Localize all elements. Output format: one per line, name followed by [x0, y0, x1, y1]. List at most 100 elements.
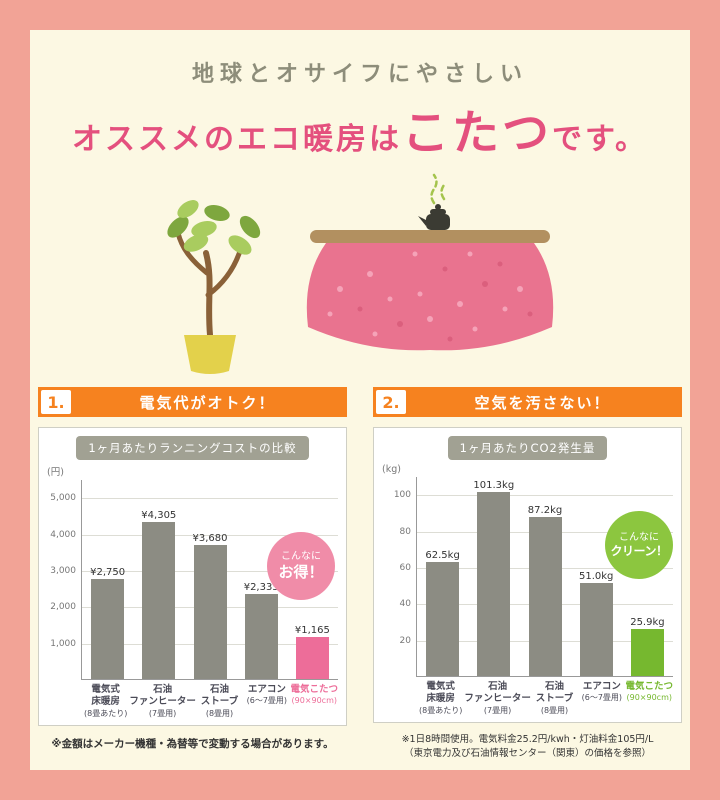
co2-footnote: ※1日8時間使用。電気料金25.2円/kwh・灯油料金105円/L （東京電力及… — [373, 733, 682, 762]
tick-label: 20 — [399, 635, 411, 646]
co2-axis-ticks: 20 40 60 80 100 — [382, 477, 416, 677]
category-note: (8畳用) — [540, 705, 569, 715]
title-line1: 地球とオサイフにやさしい — [191, 62, 528, 87]
gridline — [82, 498, 338, 500]
category-label: 電気こたつ (90×90cm) — [625, 681, 674, 703]
clean-badge-line1: こんなに — [619, 531, 659, 543]
kotatsu-icon — [306, 173, 554, 351]
co2-category-labels: 電気式 床暖房 (8畳あたり) 石油 ファンヒーター (7畳用) 石油 ストーブ (8畳用) エア… — [417, 681, 673, 716]
title-line2-prefix: オススメのエコ暖房は — [72, 122, 402, 157]
savings-badge-line1: こんなに — [281, 551, 321, 562]
bar — [295, 636, 329, 679]
clean-badge-line2: クリーン！ — [610, 543, 668, 558]
teapot-icon — [418, 204, 450, 230]
gridline — [417, 495, 673, 497]
category-note: (6〜7畳用) — [581, 693, 623, 703]
content-panel: 地球とオサイフにやさしい オススメのエコ暖房はこたつです。 — [30, 30, 690, 770]
category-label: 電気こたつ (90×90cm) — [290, 684, 339, 706]
tick-label: 100 — [393, 490, 411, 501]
bar-value-label: ¥2,335 — [243, 582, 279, 594]
category-note: (6〜7畳用) — [246, 696, 288, 706]
category-label: 石油 ファンヒーター (7畳用) — [129, 684, 196, 718]
co2-chart-title: 1ヶ月あたりCO2発生量 — [447, 436, 608, 460]
bar — [193, 545, 227, 679]
bar — [579, 583, 613, 676]
section-2-number: 2. — [376, 390, 406, 414]
bar-slot: ¥4,305 — [133, 480, 184, 679]
bar-value-label: 101.3kg — [473, 479, 515, 491]
bar — [528, 517, 562, 676]
bar-value-label: ¥2,750 — [90, 567, 126, 578]
category-label: 石油 ストーブ (8畳用) — [196, 684, 243, 719]
tick-label: 1,000 — [50, 638, 76, 649]
cost-axis-ticks: 1,000 2,000 3,000 4,000 5,000 — [47, 480, 81, 680]
bar-value-label: 87.2kg — [527, 505, 563, 517]
title-line2: オススメのエコ暖房はこたつです。 — [30, 94, 690, 163]
section-1-heading: 電気代がオトク！ — [139, 393, 276, 412]
bar-slot: 101.3kg — [468, 477, 519, 676]
section-1-number: 1. — [41, 390, 71, 414]
title-line2-highlight: こたつ — [402, 106, 552, 161]
co2-footnote-line1: ※1日8時間使用。電気料金25.2円/kwh・灯油料金105円/L — [401, 734, 654, 746]
kotatsu-illustration — [167, 173, 554, 374]
bar-slot: 25.9kg — [622, 477, 673, 676]
bar-slot: 51.0kg — [571, 477, 622, 676]
comparison-columns: 1. 電気代がオトク！ 1ヶ月あたりランニングコストの比較 (円) 1,000 2… — [30, 387, 690, 762]
bar-value-label: ¥4,305 — [141, 510, 177, 522]
bar — [142, 522, 176, 679]
section-2-heading: 空気を汚さない！ — [474, 393, 611, 412]
tick-label: 40 — [399, 599, 411, 610]
category-note: (8畳あたり) — [83, 708, 128, 718]
gridline — [82, 534, 338, 536]
savings-badge: こんなに お得！ — [267, 532, 335, 600]
blanket-speckles-dark — [357, 261, 533, 342]
co2-axis-unit: (kg) — [382, 464, 401, 475]
cost-chart-title: 1ヶ月あたりランニングコストの比較 — [76, 436, 309, 460]
tick-label: 5,000 — [50, 493, 76, 504]
bar-value-label: ¥1,165 — [294, 624, 330, 636]
bar-slot: 62.5kg — [417, 477, 468, 676]
plot-area: こんなに クリーン！ 62.5kg 101.3kg 87.2kg 51.0kg 25.9… — [416, 477, 673, 677]
section-2-header: 2. 空気を汚さない！ — [373, 387, 682, 417]
category-note: (8畳あたり) — [418, 705, 463, 715]
bar — [91, 579, 125, 679]
category-note: (7畳用) — [483, 705, 512, 715]
co2-plot-wrap: 20 40 60 80 100 こんなに クリーン！ 62.5kg 101.3kg 87.2… — [382, 477, 673, 677]
bar — [244, 594, 278, 679]
category-note: (8畳用) — [205, 708, 234, 718]
tick-label: 80 — [399, 526, 411, 537]
bar-value-label: 62.5kg — [425, 550, 460, 562]
title-block: 地球とオサイフにやさしい オススメのエコ暖房はこたつです。 — [30, 56, 690, 163]
tick-label: 60 — [399, 562, 411, 573]
cost-chart-panel: 1ヶ月あたりランニングコストの比較 (円) 1,000 2,000 3,000 4,0… — [38, 427, 347, 727]
cost-plot-wrap: 1,000 2,000 3,000 4,000 5,000 こんなに お得！ ¥2,75… — [47, 480, 338, 680]
tick-label: 2,000 — [50, 602, 76, 613]
co2-footnote-line2: （東京電力及び石油情報センター（関東）の価格を参照） — [403, 748, 651, 760]
bar — [477, 491, 511, 676]
clean-badge: こんなに クリーン！ — [605, 511, 673, 579]
bar-slot: ¥1,165 — [287, 480, 338, 679]
category-label: 電気式 床暖房 (8畳あたり) — [418, 681, 463, 715]
kotatsu-tabletop — [310, 230, 550, 243]
category-label: 石油 ストーブ (8畳用) — [531, 681, 578, 716]
bar-slot: 87.2kg — [519, 477, 570, 676]
savings-badge-line2: お得！ — [278, 563, 324, 581]
cost-footnote: ※金額はメーカー機種・為替等で変動する場合があります。 — [51, 738, 334, 751]
bar — [426, 562, 460, 676]
title-line2-suffix: です。 — [552, 122, 648, 157]
category-label: 電気式 床暖房 (8畳あたり) — [83, 684, 128, 718]
tick-label: 4,000 — [50, 529, 76, 540]
bar-slot: ¥2,750 — [82, 480, 133, 679]
section-co2: 2. 空気を汚さない！ 1ヶ月あたりCO2発生量 (kg) 20 40 60 80 10… — [373, 387, 682, 762]
bar-slot: ¥3,680 — [184, 480, 235, 679]
bar-slot: ¥2,335 — [236, 480, 287, 679]
plant-icon — [167, 200, 261, 374]
category-label: 石油 ファンヒーター (7畳用) — [464, 681, 531, 715]
steam-icon — [430, 173, 446, 205]
category-note: (90×90cm) — [626, 693, 673, 703]
cost-category-labels: 電気式 床暖房 (8畳あたり) 石油 ファンヒーター (7畳用) 石油 ストーブ (8畳用) エア… — [82, 684, 338, 719]
category-label: エアコン (6〜7畳用) — [243, 684, 290, 719]
section-1-header: 1. 電気代がオトク！ — [38, 387, 347, 417]
cost-axis-unit: (円) — [47, 467, 64, 478]
